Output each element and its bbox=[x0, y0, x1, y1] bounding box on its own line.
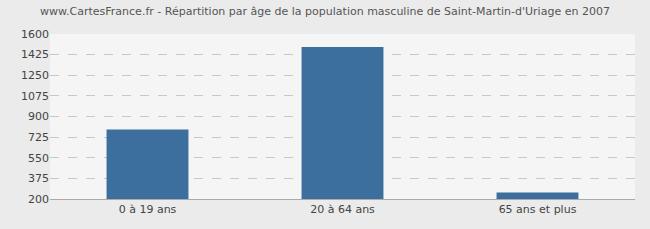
svg-text:900: 900 bbox=[28, 110, 49, 123]
svg-text:550: 550 bbox=[28, 152, 49, 165]
svg-text:20 à 64 ans: 20 à 64 ans bbox=[310, 203, 375, 216]
svg-text:200: 200 bbox=[28, 193, 49, 206]
svg-text:www.CartesFrance.fr - Répartit: www.CartesFrance.fr - Répartition par âg… bbox=[40, 5, 610, 18]
svg-text:1075: 1075 bbox=[21, 90, 49, 103]
svg-text:1425: 1425 bbox=[21, 48, 49, 61]
svg-text:1250: 1250 bbox=[21, 69, 49, 82]
svg-text:375: 375 bbox=[28, 172, 49, 185]
svg-text:0 à 19 ans: 0 à 19 ans bbox=[119, 203, 177, 216]
svg-text:65 ans et plus: 65 ans et plus bbox=[499, 203, 577, 216]
svg-text:725: 725 bbox=[28, 131, 49, 144]
svg-text:1600: 1600 bbox=[21, 28, 49, 41]
